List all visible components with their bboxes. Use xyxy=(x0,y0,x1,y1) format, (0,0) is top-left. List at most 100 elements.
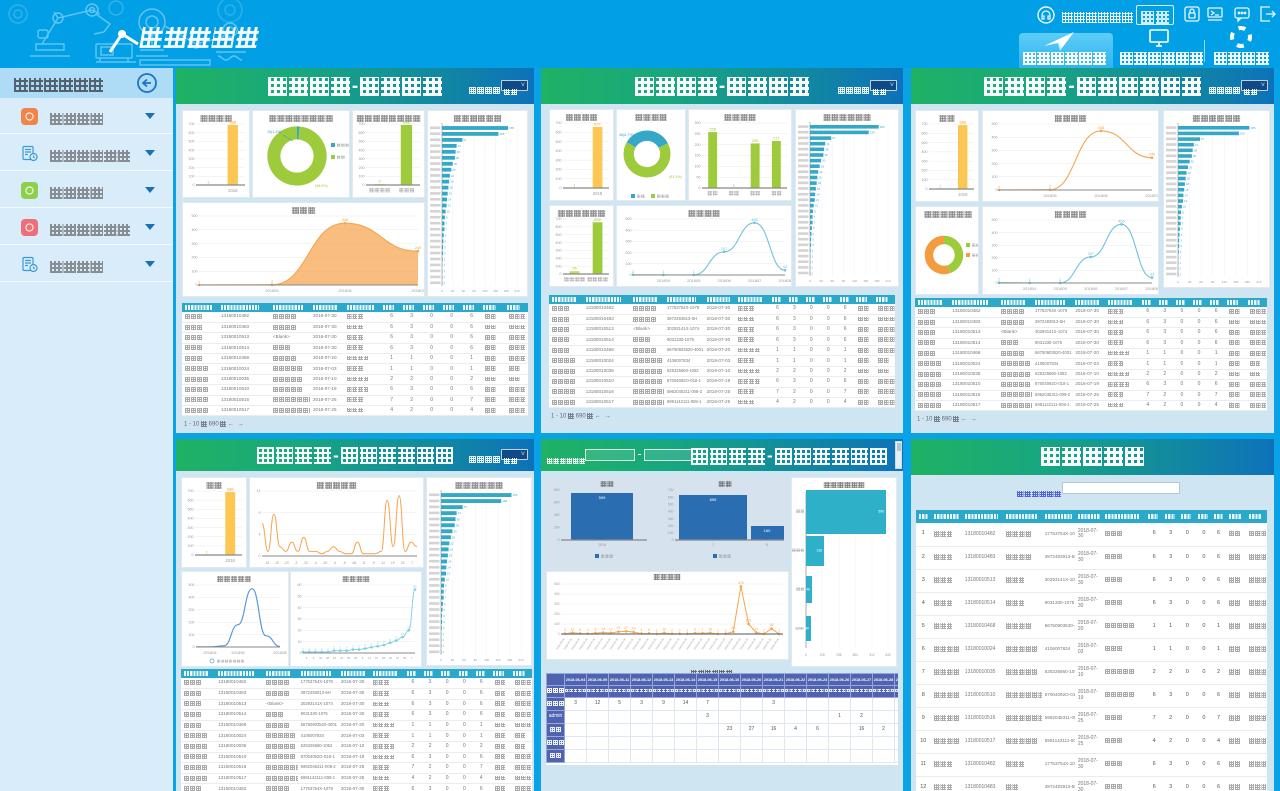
svg-text:36: 36 xyxy=(824,153,828,157)
svg-text:158: 158 xyxy=(1240,132,1245,136)
svg-text:201805: 201805 xyxy=(265,288,279,293)
svg-text:200: 200 xyxy=(556,168,562,172)
svg-text:10: 10 xyxy=(815,204,819,208)
svg-text:3: 3 xyxy=(352,645,354,649)
svg-text:200: 200 xyxy=(554,612,560,616)
svg-text:56: 56 xyxy=(413,585,417,589)
svg-text:2: 2 xyxy=(1049,185,1051,189)
svg-text:2018-06-06: 2018-06-06 xyxy=(677,637,688,651)
svg-text:200: 200 xyxy=(554,526,560,530)
svg-text:3: 3 xyxy=(564,628,566,632)
svg-text:128: 128 xyxy=(819,653,825,657)
svg-text:0: 0 xyxy=(363,183,365,187)
svg-text:60: 60 xyxy=(831,279,835,283)
svg-text:20: 20 xyxy=(818,176,822,180)
svg-text:300: 300 xyxy=(626,240,632,244)
svg-text:admin: admin xyxy=(795,627,804,631)
svg-text:2018-06-06: 2018-06-06 xyxy=(601,637,612,651)
svg-text:3: 3 xyxy=(1180,239,1182,243)
svg-text:2018-06-06: 2018-06-06 xyxy=(739,637,750,651)
svg-text:0: 0 xyxy=(1177,280,1179,284)
svg-text:210: 210 xyxy=(518,658,523,662)
svg-text:57: 57 xyxy=(1201,137,1205,141)
svg-text:1: 1 xyxy=(1029,278,1031,282)
svg-text:7: 7 xyxy=(411,656,413,660)
svg-text:384: 384 xyxy=(852,653,858,657)
svg-text:258: 258 xyxy=(709,127,716,132)
svg-text:2018-06-06: 2018-06-06 xyxy=(654,637,665,651)
svg-text:201804: 201804 xyxy=(203,650,217,655)
svg-text:1: 1 xyxy=(443,269,445,273)
svg-text:30: 30 xyxy=(298,617,302,621)
svg-text:1: 1 xyxy=(442,638,444,642)
svg-text:10: 10 xyxy=(447,210,451,214)
svg-text:41: 41 xyxy=(826,142,830,146)
svg-text:500: 500 xyxy=(626,217,632,221)
svg-text:120: 120 xyxy=(852,279,857,283)
svg-text:100: 100 xyxy=(359,175,365,179)
svg-text:100: 100 xyxy=(992,175,998,179)
svg-text:26: 26 xyxy=(821,164,825,168)
svg-text:14: 14 xyxy=(447,566,451,570)
svg-text:400: 400 xyxy=(556,241,562,245)
svg-text:36: 36 xyxy=(1193,154,1197,158)
svg-text:400: 400 xyxy=(922,150,928,154)
svg-text:136: 136 xyxy=(816,549,822,553)
svg-text:8: 8 xyxy=(446,216,448,220)
svg-text:245: 245 xyxy=(1149,153,1155,157)
svg-text:201807: 201807 xyxy=(1115,286,1129,291)
svg-text:16: 16 xyxy=(817,187,821,191)
svg-text:700: 700 xyxy=(359,122,365,126)
svg-text:2018-06-06: 2018-06-06 xyxy=(570,637,581,651)
svg-text:500: 500 xyxy=(668,503,674,507)
svg-text:180: 180 xyxy=(874,279,879,283)
svg-text:-4: -4 xyxy=(314,561,317,565)
svg-text:400: 400 xyxy=(188,517,194,521)
svg-text:7: 7 xyxy=(445,596,447,600)
svg-text:2018-06-06: 2018-06-06 xyxy=(754,637,765,651)
svg-text:20: 20 xyxy=(407,625,411,629)
svg-text:7: 7 xyxy=(446,228,448,232)
svg-text:700: 700 xyxy=(556,217,562,221)
svg-text:22: 22 xyxy=(1188,171,1192,175)
svg-text:150: 150 xyxy=(863,279,868,283)
svg-text:200: 200 xyxy=(189,620,195,624)
svg-text:100: 100 xyxy=(922,178,928,182)
svg-text:14: 14 xyxy=(754,627,758,631)
svg-text:10: 10 xyxy=(662,628,666,632)
svg-text:200: 200 xyxy=(922,169,928,173)
svg-text:9: 9 xyxy=(259,511,261,515)
svg-text:3: 3 xyxy=(358,645,360,649)
svg-text:20: 20 xyxy=(298,629,302,633)
svg-text:100: 100 xyxy=(992,269,998,273)
svg-text:0: 0 xyxy=(196,283,198,287)
svg-text:0: 0 xyxy=(699,186,701,190)
svg-text:300: 300 xyxy=(668,517,674,521)
svg-text:0: 0 xyxy=(440,658,442,662)
svg-text:57: 57 xyxy=(463,138,467,142)
svg-text:9: 9 xyxy=(378,179,381,184)
svg-text:2018-06-06: 2018-06-06 xyxy=(555,637,566,651)
svg-text:599: 599 xyxy=(599,495,606,500)
svg-text:27: 27 xyxy=(624,626,628,630)
svg-text:100: 100 xyxy=(556,264,562,268)
svg-text:2: 2 xyxy=(725,628,727,632)
svg-text:640: 640 xyxy=(885,653,891,657)
svg-text:18: 18 xyxy=(1186,182,1190,186)
svg-text:1: 1 xyxy=(1179,267,1181,271)
svg-text:2: 2 xyxy=(812,249,814,253)
svg-text:150: 150 xyxy=(493,289,498,293)
svg-text:40: 40 xyxy=(298,606,302,610)
svg-text:1: 1 xyxy=(811,271,813,275)
svg-text:-8: -8 xyxy=(362,561,365,565)
svg-text:2018-06-06: 2018-06-06 xyxy=(731,637,742,651)
svg-text:5: 5 xyxy=(371,642,373,646)
svg-text:5: 5 xyxy=(362,656,364,660)
svg-text:700: 700 xyxy=(556,121,562,125)
svg-text:5: 5 xyxy=(1181,227,1183,231)
svg-text:1: 1 xyxy=(939,183,942,188)
svg-text:400: 400 xyxy=(556,149,562,153)
svg-text:0: 0 xyxy=(558,632,560,636)
svg-text:43: 43 xyxy=(783,265,787,269)
svg-text:2018-06-06: 2018-06-06 xyxy=(746,637,757,651)
